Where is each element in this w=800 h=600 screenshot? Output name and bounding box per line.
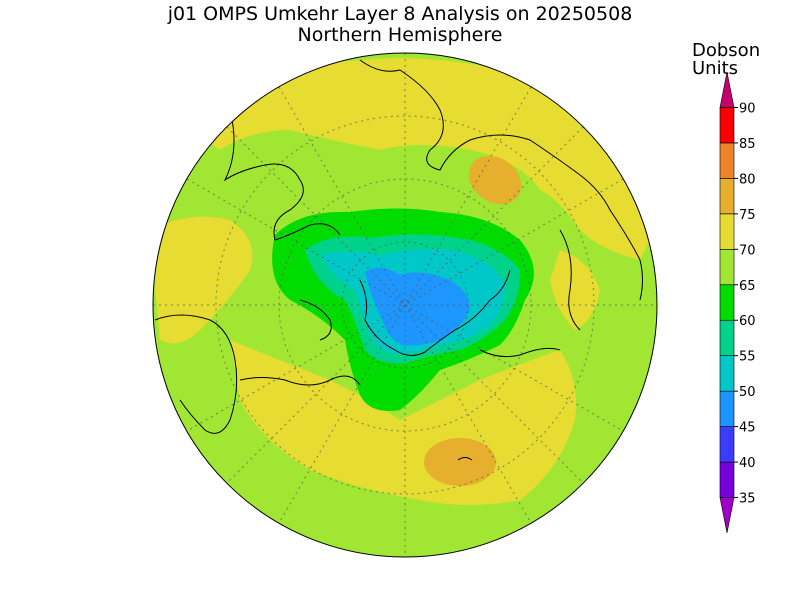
colorbar-tick-label-60: 60 (739, 314, 756, 329)
colorbar-tick-label-90: 90 (739, 101, 756, 116)
colorbar-band-65-70 (719, 249, 735, 286)
colorbar-tick-label-80: 80 (739, 172, 756, 187)
colorbar-tick-label-40: 40 (739, 456, 756, 471)
colorbar-tick-label-35: 35 (739, 492, 756, 507)
coastlines (154, 59, 643, 461)
colorbar-band-60-65 (719, 284, 735, 321)
field-70-75-right (550, 250, 600, 330)
colorbar-band-80-85 (719, 142, 735, 179)
colorbar-band-55-60 (719, 319, 735, 356)
graticule (153, 53, 657, 557)
field-75-80-north (468, 155, 522, 205)
map-subtitle: Northern Hemisphere (297, 24, 503, 46)
colorbar-band-45-50 (719, 390, 735, 427)
contour-field (153, 53, 657, 557)
colorbar-tick-label-50: 50 (739, 385, 756, 400)
colorbar-tick-label-45: 45 (739, 421, 756, 436)
colorbar-band-70-75 (719, 213, 735, 250)
colorbar-band-30-35 (719, 497, 735, 534)
colorbar-unit-line1: Dobson (692, 40, 761, 61)
colorbar-band-50-55 (719, 355, 735, 392)
colorbar-band-40-45 (719, 426, 735, 463)
map-border (152, 52, 658, 558)
colorbar-band-35-40 (719, 461, 735, 498)
colorbar-tick-label-55: 55 (739, 350, 756, 365)
colorbar-tick-label-65: 65 (739, 279, 756, 294)
colorbar-band-90-95 (719, 71, 735, 108)
colorbar-tick-label-85: 85 (739, 137, 756, 152)
colorbar-tick-label-70: 70 (739, 243, 756, 258)
field-70-75-north (206, 58, 655, 260)
colorbar-band-85-90 (719, 107, 735, 144)
colorbar-tick-label-75: 75 (739, 208, 756, 223)
map-title: j01 OMPS Umkehr Layer 8 Analysis on 2025… (167, 3, 633, 25)
field-70-75-left (153, 216, 253, 344)
field-75-80-south (424, 438, 496, 486)
colorbar-band-75-80 (719, 178, 735, 215)
field-45-50 (365, 267, 470, 346)
